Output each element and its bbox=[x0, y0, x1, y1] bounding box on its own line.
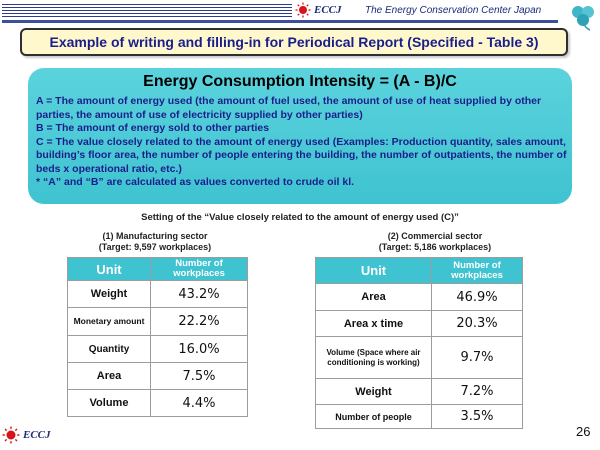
commercial-value-cell: 20.3% bbox=[431, 310, 523, 337]
manufacturing-value-cell: 43.2% bbox=[150, 280, 248, 308]
setting-title: Setting of the “Value closely related to… bbox=[141, 212, 459, 223]
page-title: Example of writing and filling-in for Pe… bbox=[49, 34, 539, 50]
page-title-box: Example of writing and filling-in for Pe… bbox=[20, 28, 568, 56]
manufacturing-heading: (1) Manufacturing sector (Target: 9,597 … bbox=[60, 231, 250, 253]
manufacturing-unit-cell: Monetary amount bbox=[67, 307, 151, 336]
definition-panel: Energy Consumption Intensity = (A - B)/C… bbox=[28, 68, 572, 204]
table-row: Weight 43.2% bbox=[67, 280, 248, 308]
manufacturing-col-unit: Unit bbox=[67, 257, 151, 281]
manufacturing-unit-cell: Volume bbox=[67, 389, 151, 417]
manufacturing-title: (1) Manufacturing sector bbox=[102, 231, 208, 241]
page-number: 26 bbox=[576, 424, 591, 439]
manufacturing-unit-cell: Weight bbox=[67, 280, 151, 308]
manufacturing-table: Unit Number of workplaces Weight 43.2% M… bbox=[67, 257, 248, 417]
commercial-value-cell: 9.7% bbox=[431, 336, 523, 379]
definition-c: C = The value closely related to the amo… bbox=[36, 135, 567, 175]
commercial-unit-cell: Area bbox=[315, 283, 432, 311]
manufacturing-unit-cell: Quantity bbox=[67, 335, 151, 363]
commercial-unit-cell: Weight bbox=[315, 378, 432, 405]
commercial-col-count: Number of workplaces bbox=[431, 257, 523, 284]
table-row: Volume (Space where air conditioning is … bbox=[315, 336, 523, 379]
commercial-unit-cell: Area x time bbox=[315, 310, 432, 337]
definition-b: B = The amount of energy sold to other p… bbox=[36, 122, 270, 134]
commercial-value-cell: 3.5% bbox=[431, 404, 523, 429]
manufacturing-target: (Target: 9,597 workplaces) bbox=[98, 242, 212, 252]
org-name: The Energy Conservation Center Japan bbox=[365, 5, 542, 16]
table-row: Area 7.5% bbox=[67, 362, 248, 390]
commercial-unit-cell: Volume (Space where air conditioning is … bbox=[315, 336, 432, 379]
table-row: Quantity 16.0% bbox=[67, 335, 248, 363]
commercial-table: Unit Number of workplaces Area 46.9% Are… bbox=[315, 257, 523, 429]
footer-logo: ECCJ bbox=[2, 426, 51, 444]
table-row: Monetary amount 22.2% bbox=[67, 307, 248, 336]
commercial-unit-cell: Number of people bbox=[315, 404, 432, 429]
header-divider bbox=[2, 20, 558, 23]
manufacturing-value-cell: 16.0% bbox=[150, 335, 248, 363]
definition-note: * “A” and “B” are calculated as values c… bbox=[36, 176, 355, 188]
table-row: Weight 7.2% bbox=[315, 378, 523, 405]
table-row: Area x time 20.3% bbox=[315, 310, 523, 337]
header-logo-text: ECCJ bbox=[314, 4, 342, 16]
manufacturing-value-cell: 7.5% bbox=[150, 362, 248, 390]
eccj-sun-icon bbox=[2, 426, 20, 444]
manufacturing-value-cell: 22.2% bbox=[150, 307, 248, 336]
clover-logo-icon bbox=[572, 6, 594, 31]
commercial-title: (2) Commercial sector bbox=[387, 231, 483, 241]
commercial-col-unit: Unit bbox=[315, 257, 432, 284]
commercial-value-cell: 7.2% bbox=[431, 378, 523, 405]
formula-heading: Energy Consumption Intensity = (A - B)/C bbox=[143, 73, 457, 90]
manufacturing-col-count: Number of workplaces bbox=[150, 257, 248, 281]
commercial-target: (Target: 5,186 workplaces) bbox=[378, 242, 492, 252]
footer-logo-text: ECCJ bbox=[23, 429, 51, 441]
header-stripe-band bbox=[2, 3, 292, 17]
manufacturing-unit-cell: Area bbox=[67, 362, 151, 390]
commercial-value-cell: 46.9% bbox=[431, 283, 523, 311]
commercial-heading: (2) Commercial sector (Target: 5,186 wor… bbox=[335, 231, 535, 253]
header-logo: ECCJ bbox=[295, 2, 342, 18]
table-row: Volume 4.4% bbox=[67, 389, 248, 417]
manufacturing-value-cell: 4.4% bbox=[150, 389, 248, 417]
definition-a: A = The amount of energy used (the amoun… bbox=[36, 95, 542, 121]
table-row: Area 46.9% bbox=[315, 283, 523, 311]
definitions-text: A = The amount of energy used (the amoun… bbox=[36, 95, 568, 190]
table-row: Number of people 3.5% bbox=[315, 404, 523, 429]
eccj-sun-icon bbox=[295, 2, 311, 18]
